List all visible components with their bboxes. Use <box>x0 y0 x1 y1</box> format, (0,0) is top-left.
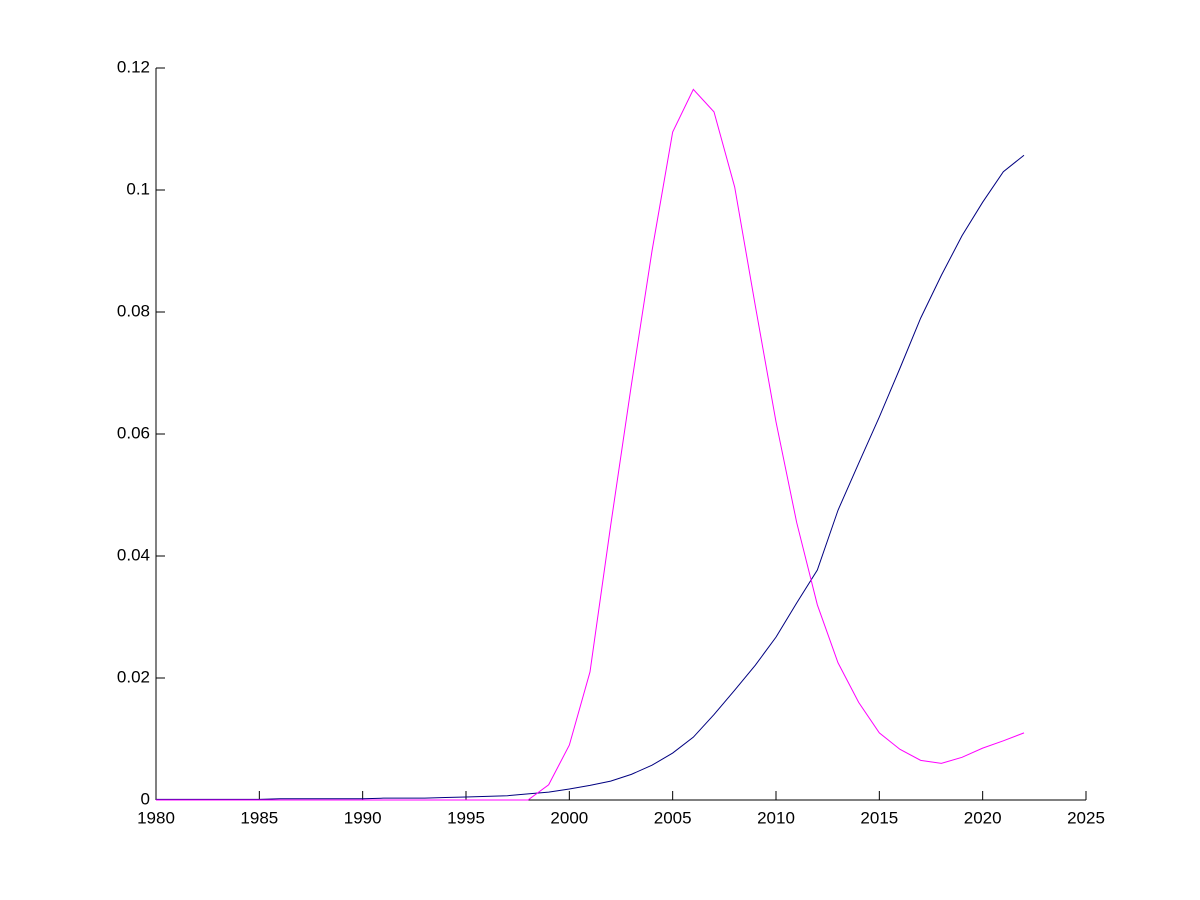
x-tick-label: 2000 <box>550 808 588 827</box>
y-tick-label: 0.02 <box>117 667 150 686</box>
y-tick-label: 0.08 <box>117 301 150 320</box>
x-tick-label: 2010 <box>757 808 795 827</box>
y-tick-label: 0.04 <box>117 545 150 564</box>
x-tick-label: 1990 <box>344 808 382 827</box>
x-tick-label: 1980 <box>137 808 175 827</box>
y-tick-label: 0.1 <box>126 179 150 198</box>
x-tick-label: 1995 <box>447 808 485 827</box>
y-tick-label: 0 <box>141 789 150 808</box>
y-tick-label: 0.12 <box>117 57 150 76</box>
series-line <box>156 88 1025 801</box>
x-tick-label: 2025 <box>1067 808 1105 827</box>
y-tick-label: 0.06 <box>117 423 150 442</box>
x-tick-label: 1985 <box>240 808 278 827</box>
x-tick-label: 2020 <box>964 808 1002 827</box>
x-tick-label: 2015 <box>860 808 898 827</box>
x-tick-label: 2005 <box>654 808 692 827</box>
series-line <box>156 154 1025 800</box>
